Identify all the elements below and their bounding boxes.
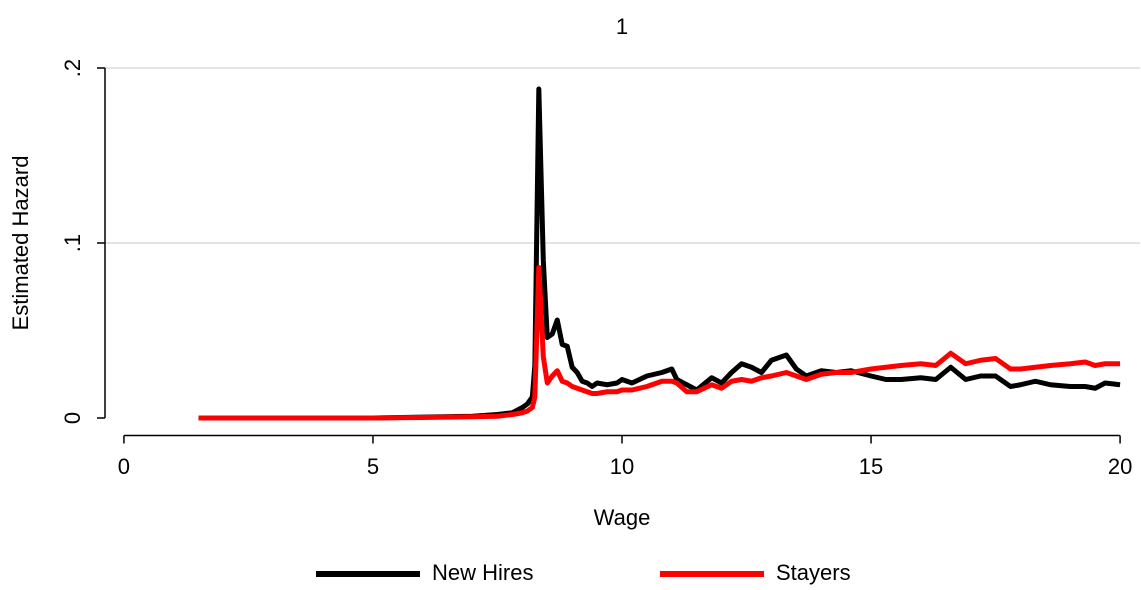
y-tick-label: .1 bbox=[60, 234, 85, 252]
x-tick-label: 20 bbox=[1108, 454, 1132, 479]
x-tick-label: 15 bbox=[859, 454, 883, 479]
x-tick-label: 5 bbox=[367, 454, 379, 479]
x-tick-label: 0 bbox=[118, 454, 130, 479]
x-tick-label: 10 bbox=[610, 454, 634, 479]
y-axis-label: Estimated Hazard bbox=[8, 156, 33, 331]
y-tick-label: .2 bbox=[60, 59, 85, 77]
chart-title: 1 bbox=[616, 14, 628, 39]
y-tick-label: 0 bbox=[60, 412, 85, 424]
x-axis-label: Wage bbox=[594, 505, 651, 530]
data-line bbox=[198, 86, 1121, 421]
legend-label: Stayers bbox=[776, 560, 851, 585]
legend-label: New Hires bbox=[432, 560, 533, 585]
data-line bbox=[198, 265, 1121, 421]
